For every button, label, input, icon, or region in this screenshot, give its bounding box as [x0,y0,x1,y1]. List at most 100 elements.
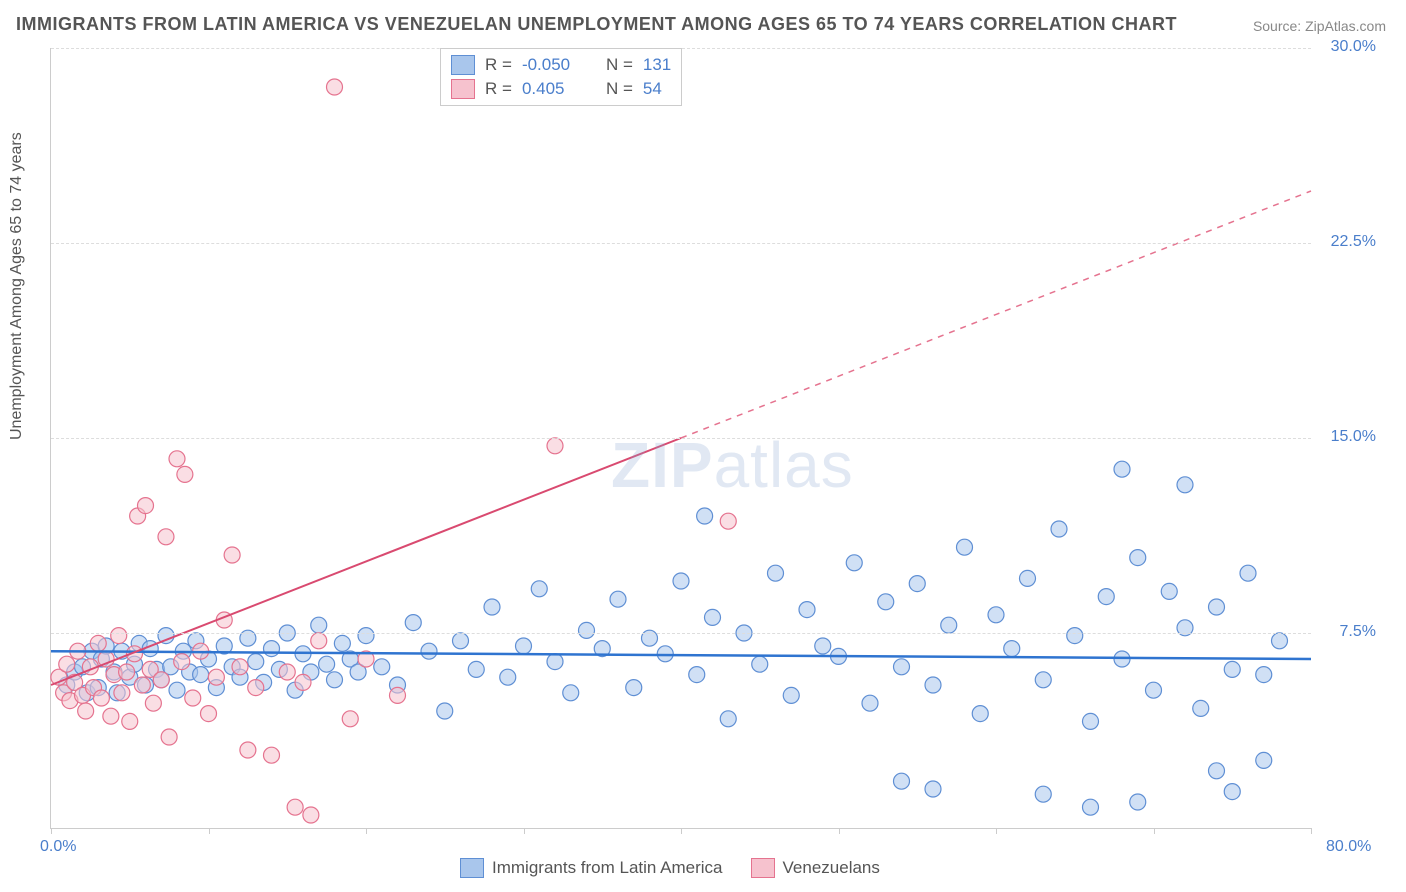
legend-series-label: Venezuelans [783,858,880,878]
data-point [169,682,185,698]
legend-series-item: Immigrants from Latin America [460,858,723,878]
r-label: R = [485,55,512,75]
data-point [579,622,595,638]
gridline [51,633,1311,634]
y-tick-label: 7.5% [1340,623,1376,641]
data-point [232,659,248,675]
data-point [1051,521,1067,537]
r-label: R = [485,79,512,99]
data-point [1224,661,1240,677]
data-point [610,591,626,607]
data-point [925,677,941,693]
data-point [161,729,177,745]
data-point [421,643,437,659]
gridline [51,243,1311,244]
data-point [1020,570,1036,586]
x-tick [681,828,682,834]
data-point [90,635,106,651]
data-point [342,711,358,727]
data-point [114,685,130,701]
n-label: N = [606,79,633,99]
data-point [311,617,327,633]
data-point [224,547,240,563]
data-point [1004,641,1020,657]
data-point [201,706,217,722]
data-point [208,669,224,685]
data-point [697,508,713,524]
data-point [437,703,453,719]
data-point [1035,672,1051,688]
data-point [287,799,303,815]
y-tick-label: 15.0% [1331,428,1376,446]
data-point [1083,713,1099,729]
x-tick [51,828,52,834]
data-point [1209,599,1225,615]
data-point [720,711,736,727]
data-point [752,656,768,672]
data-point [1193,700,1209,716]
data-point [1114,461,1130,477]
data-point [988,607,1004,623]
data-point [909,576,925,592]
data-point [1177,477,1193,493]
legend-series-label: Immigrants from Latin America [492,858,723,878]
data-point [59,656,75,672]
data-point [122,713,138,729]
data-point [1240,565,1256,581]
x-tick [1154,828,1155,834]
data-point [468,661,484,677]
data-point [193,667,209,683]
data-point [264,747,280,763]
data-point [177,466,193,482]
data-point [894,773,910,789]
legend-correlation-row: R =-0.050N =131 [451,53,671,77]
data-point [145,695,161,711]
data-point [673,573,689,589]
data-point [689,667,705,683]
data-point [158,529,174,545]
data-point [103,708,119,724]
data-point [815,638,831,654]
n-value: 131 [643,55,671,75]
x-tick-label: 0.0% [40,838,76,856]
data-point [303,807,319,823]
x-tick-label: 80.0% [1326,838,1371,856]
data-point [768,565,784,581]
x-tick [524,828,525,834]
data-point [453,633,469,649]
legend-swatch [451,55,475,75]
data-point [153,672,169,688]
data-point [138,498,154,514]
x-tick [839,828,840,834]
legend-series: Immigrants from Latin America Venezuelans [460,858,880,878]
legend-swatch [460,858,484,878]
data-point [264,641,280,657]
data-point [500,669,516,685]
data-point [334,635,350,651]
trend-line-pink-solid [51,438,681,685]
data-point [240,742,256,758]
data-point [1256,752,1272,768]
n-label: N = [606,55,633,75]
x-tick [996,828,997,834]
legend-swatch [751,858,775,878]
data-point [174,654,190,670]
data-point [319,656,335,672]
data-point [390,687,406,703]
source-label: Source: ZipAtlas.com [1253,18,1386,34]
data-point [1035,786,1051,802]
data-point [1272,633,1288,649]
chart-title: IMMIGRANTS FROM LATIN AMERICA VS VENEZUE… [16,14,1177,35]
data-point [248,654,264,670]
data-point [516,638,532,654]
data-point [799,602,815,618]
data-point [1130,550,1146,566]
data-point [327,672,343,688]
data-point [1224,784,1240,800]
data-point [894,659,910,675]
data-point [358,628,374,644]
legend-series-item: Venezuelans [751,858,880,878]
trend-line-pink-dash [681,191,1311,438]
legend-correlation: R =-0.050N =131R =0.405N =54 [440,48,682,106]
legend-swatch [451,79,475,99]
